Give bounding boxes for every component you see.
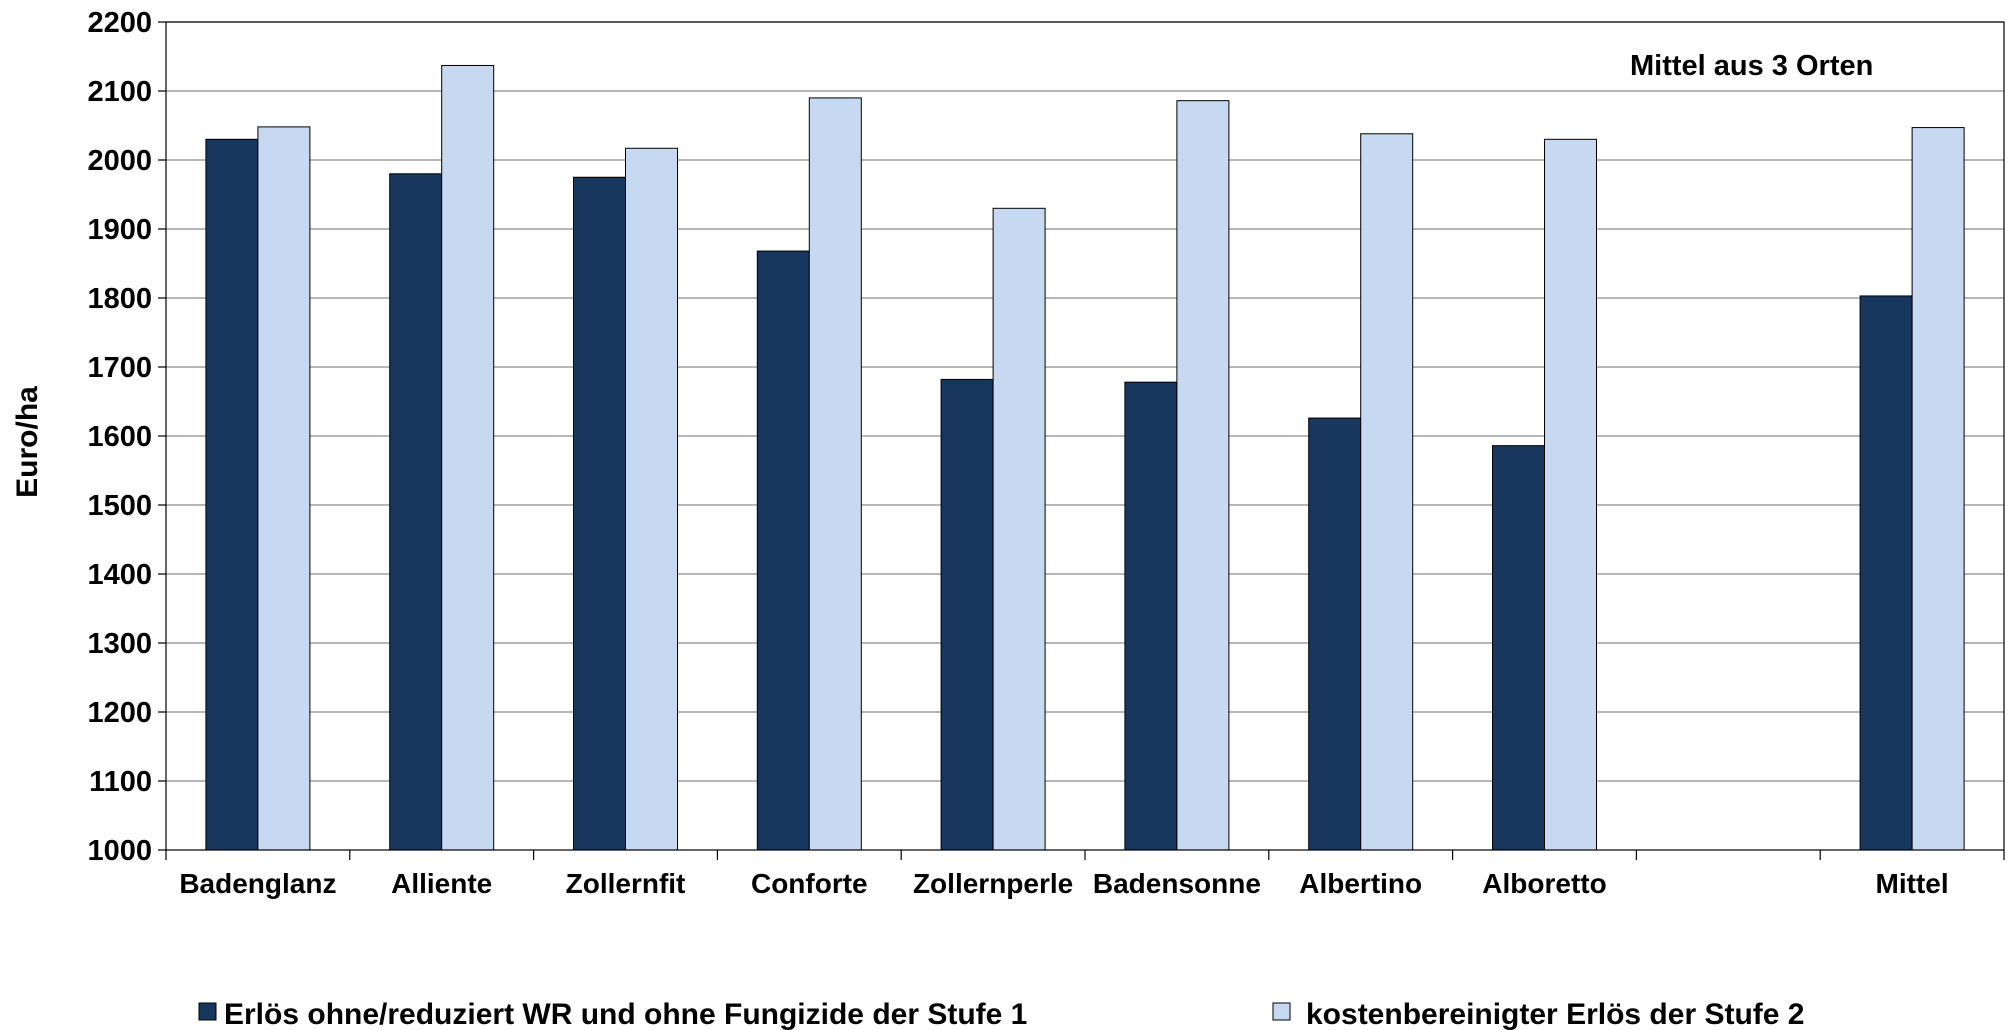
axes bbox=[158, 21, 2005, 860]
y-tick-labels: 1000 1100 1200 1300 1400 1500 1600 1700 1800 1900… bbox=[87, 7, 152, 867]
bar-series-1 bbox=[1492, 445, 1545, 851]
x-category-label: Conforte bbox=[751, 868, 868, 899]
legend-swatch-series-1 bbox=[198, 1002, 217, 1021]
y-tick-label: 1200 bbox=[87, 697, 152, 729]
bar-series-2 bbox=[1360, 133, 1414, 851]
y-tick-label: 1500 bbox=[87, 490, 152, 522]
y-tick-label: 1700 bbox=[87, 352, 152, 384]
x-category-label: Alliente bbox=[391, 868, 492, 899]
x-category-labels: Badenglanz Alliente Zollernfit Conforte Zoll… bbox=[179, 868, 1948, 899]
x-category-label: Badensonne bbox=[1093, 868, 1261, 899]
bar-series-2 bbox=[808, 97, 862, 851]
bar-series-1 bbox=[1308, 417, 1362, 851]
y-tick-label: 1300 bbox=[87, 628, 152, 660]
x-category-label: Badenglanz bbox=[179, 868, 336, 899]
bar-series-2 bbox=[1176, 100, 1230, 851]
bar-series-2 bbox=[1911, 127, 1965, 851]
bars bbox=[205, 64, 1965, 851]
bar-series-1 bbox=[940, 378, 994, 851]
y-tick-label: 1600 bbox=[87, 421, 152, 453]
legend-swatch-series-2 bbox=[1272, 1002, 1291, 1021]
bar-series-2 bbox=[1544, 138, 1597, 851]
y-tick-label: 2200 bbox=[87, 7, 152, 39]
y-tick-label: 2000 bbox=[87, 145, 152, 177]
y-tick-label: 2100 bbox=[87, 76, 152, 108]
bar-series-1 bbox=[1859, 295, 1913, 851]
bar-series-1 bbox=[756, 250, 810, 851]
chart-annotation: Mittel aus 3 Orten bbox=[1630, 50, 1873, 82]
y-axis-label: Euro/ha bbox=[11, 386, 44, 498]
y-tick-label: 1900 bbox=[87, 214, 152, 246]
bar-series-1 bbox=[1124, 381, 1178, 851]
legend-label-series-2: kostenbereinigter Erlös der Stufe 2 bbox=[1306, 998, 1804, 1030]
bar-series-2 bbox=[992, 207, 1046, 851]
bar-series-1 bbox=[389, 173, 443, 851]
x-category-label: Alboretto bbox=[1482, 868, 1606, 899]
x-category-label: Zollernfit bbox=[566, 868, 686, 899]
bar-series-2 bbox=[625, 147, 678, 851]
y-tick-label: 1100 bbox=[89, 766, 152, 798]
bar-series-1 bbox=[573, 176, 626, 851]
bar-series-1 bbox=[205, 138, 259, 851]
y-tick-label: 1000 bbox=[87, 835, 152, 867]
y-tick-label: 1400 bbox=[87, 559, 152, 591]
bar-series-2 bbox=[257, 126, 311, 851]
x-category-label: Mittel bbox=[1876, 868, 1949, 899]
x-category-label: Albertino bbox=[1299, 868, 1422, 899]
legend: Erlös ohne/reduziert WR und ohne Fungizi… bbox=[198, 998, 1804, 1030]
x-category-label: Zollernperle bbox=[913, 868, 1073, 899]
bar-series-2 bbox=[441, 64, 495, 851]
legend-label-series-1: Erlös ohne/reduziert WR und ohne Fungizi… bbox=[224, 998, 1027, 1030]
y-tick-label: 1800 bbox=[87, 283, 152, 315]
